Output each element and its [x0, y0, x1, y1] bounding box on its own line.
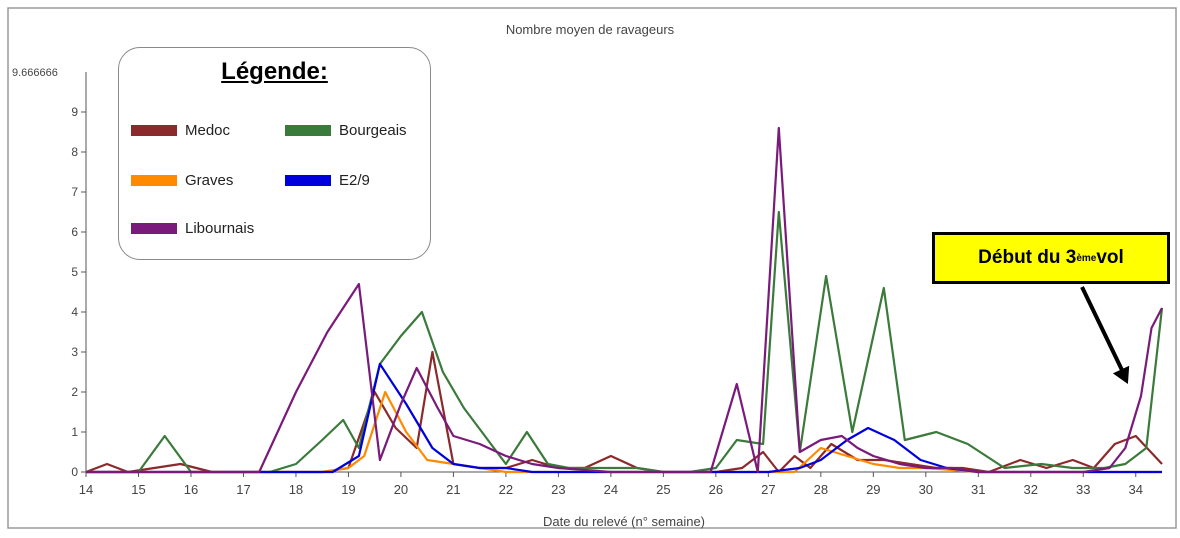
- chart-title: Nombre moyen de ravageurs: [506, 22, 675, 37]
- x-tick-label: 25: [656, 482, 670, 497]
- x-tick-label: 27: [761, 482, 775, 497]
- annotation-text-sup: ème: [1076, 252, 1097, 264]
- annotation-callout: Début du 3 ème vol: [932, 232, 1170, 284]
- legend-label-libournais: Libournais: [185, 219, 255, 237]
- x-tick-label: 34: [1129, 482, 1143, 497]
- x-tick-label: 28: [814, 482, 828, 497]
- y-tick-label: 9: [71, 105, 78, 119]
- x-axis-label: Date du relevé (n° semaine): [543, 514, 705, 529]
- series-line-bourgeais: [86, 210, 1164, 474]
- x-tick-label: 18: [289, 482, 303, 497]
- legend-item-e29: E2/9: [285, 170, 370, 190]
- legend-item-bourgeais: Bourgeais: [285, 120, 407, 140]
- legend: Légende: Medoc Bourgeais Graves E2/9 Lib…: [118, 47, 431, 260]
- y-tick-label: 5: [71, 265, 78, 279]
- legend-swatch-libournais: [131, 222, 177, 234]
- x-tick-label: 15: [131, 482, 145, 497]
- y-tick-label: 0: [71, 465, 78, 479]
- legend-title: Légende:: [221, 58, 328, 85]
- x-tick-label: 21: [446, 482, 460, 497]
- legend-swatch-bourgeais: [285, 124, 331, 136]
- y-tick-label: 7: [71, 185, 78, 199]
- x-tick-label: 33: [1076, 482, 1090, 497]
- legend-item-medoc: Medoc: [131, 120, 230, 140]
- legend-swatch-e29: [285, 174, 331, 186]
- series-line-libournais: [86, 126, 1163, 474]
- x-tick-label: 24: [604, 482, 618, 497]
- annotation-arrow-shaft: [1080, 286, 1126, 375]
- x-tick-label: 17: [236, 482, 250, 497]
- annotation-text-suffix: vol: [1096, 247, 1124, 268]
- x-tick-label: 29: [866, 482, 880, 497]
- annotation-text-prefix: Début du 3: [978, 247, 1077, 268]
- legend-label-e29: E2/9: [339, 171, 370, 189]
- y-tick-label: 2: [71, 385, 78, 399]
- y-tick-label: 6: [71, 225, 78, 239]
- legend-item-graves: Graves: [131, 170, 233, 190]
- y-tick-label: 3: [71, 345, 78, 359]
- y-tick-label: 1: [71, 425, 78, 439]
- legend-swatch-graves: [131, 174, 177, 186]
- x-tick-label: 31: [971, 482, 985, 497]
- x-tick-label: 14: [79, 482, 93, 497]
- x-tick-label: 23: [551, 482, 565, 497]
- x-tick-label: 16: [184, 482, 198, 497]
- legend-label-medoc: Medoc: [185, 121, 231, 139]
- annotation-arrow: [1080, 286, 1130, 384]
- legend-item-libournais: Libournais: [131, 218, 254, 238]
- y-tick-label: 8: [71, 145, 78, 159]
- legend-swatch-medoc: [131, 124, 177, 136]
- legend-label-bourgeais: Bourgeais: [339, 121, 407, 139]
- legend-label-graves: Graves: [185, 171, 234, 189]
- x-tick-label: 32: [1024, 482, 1038, 497]
- x-tick-label: 26: [709, 482, 723, 497]
- series-lines: [85, 126, 1164, 474]
- x-tick-label: 30: [919, 482, 933, 497]
- x-tick-label: 22: [499, 482, 513, 497]
- x-tick-label: 20: [394, 482, 408, 497]
- y-tick-label: 4: [71, 305, 78, 319]
- annotation-arrow-head: [1112, 365, 1130, 384]
- x-tick-label: 19: [341, 482, 355, 497]
- y-axis-top-label: 9.666666: [12, 67, 58, 79]
